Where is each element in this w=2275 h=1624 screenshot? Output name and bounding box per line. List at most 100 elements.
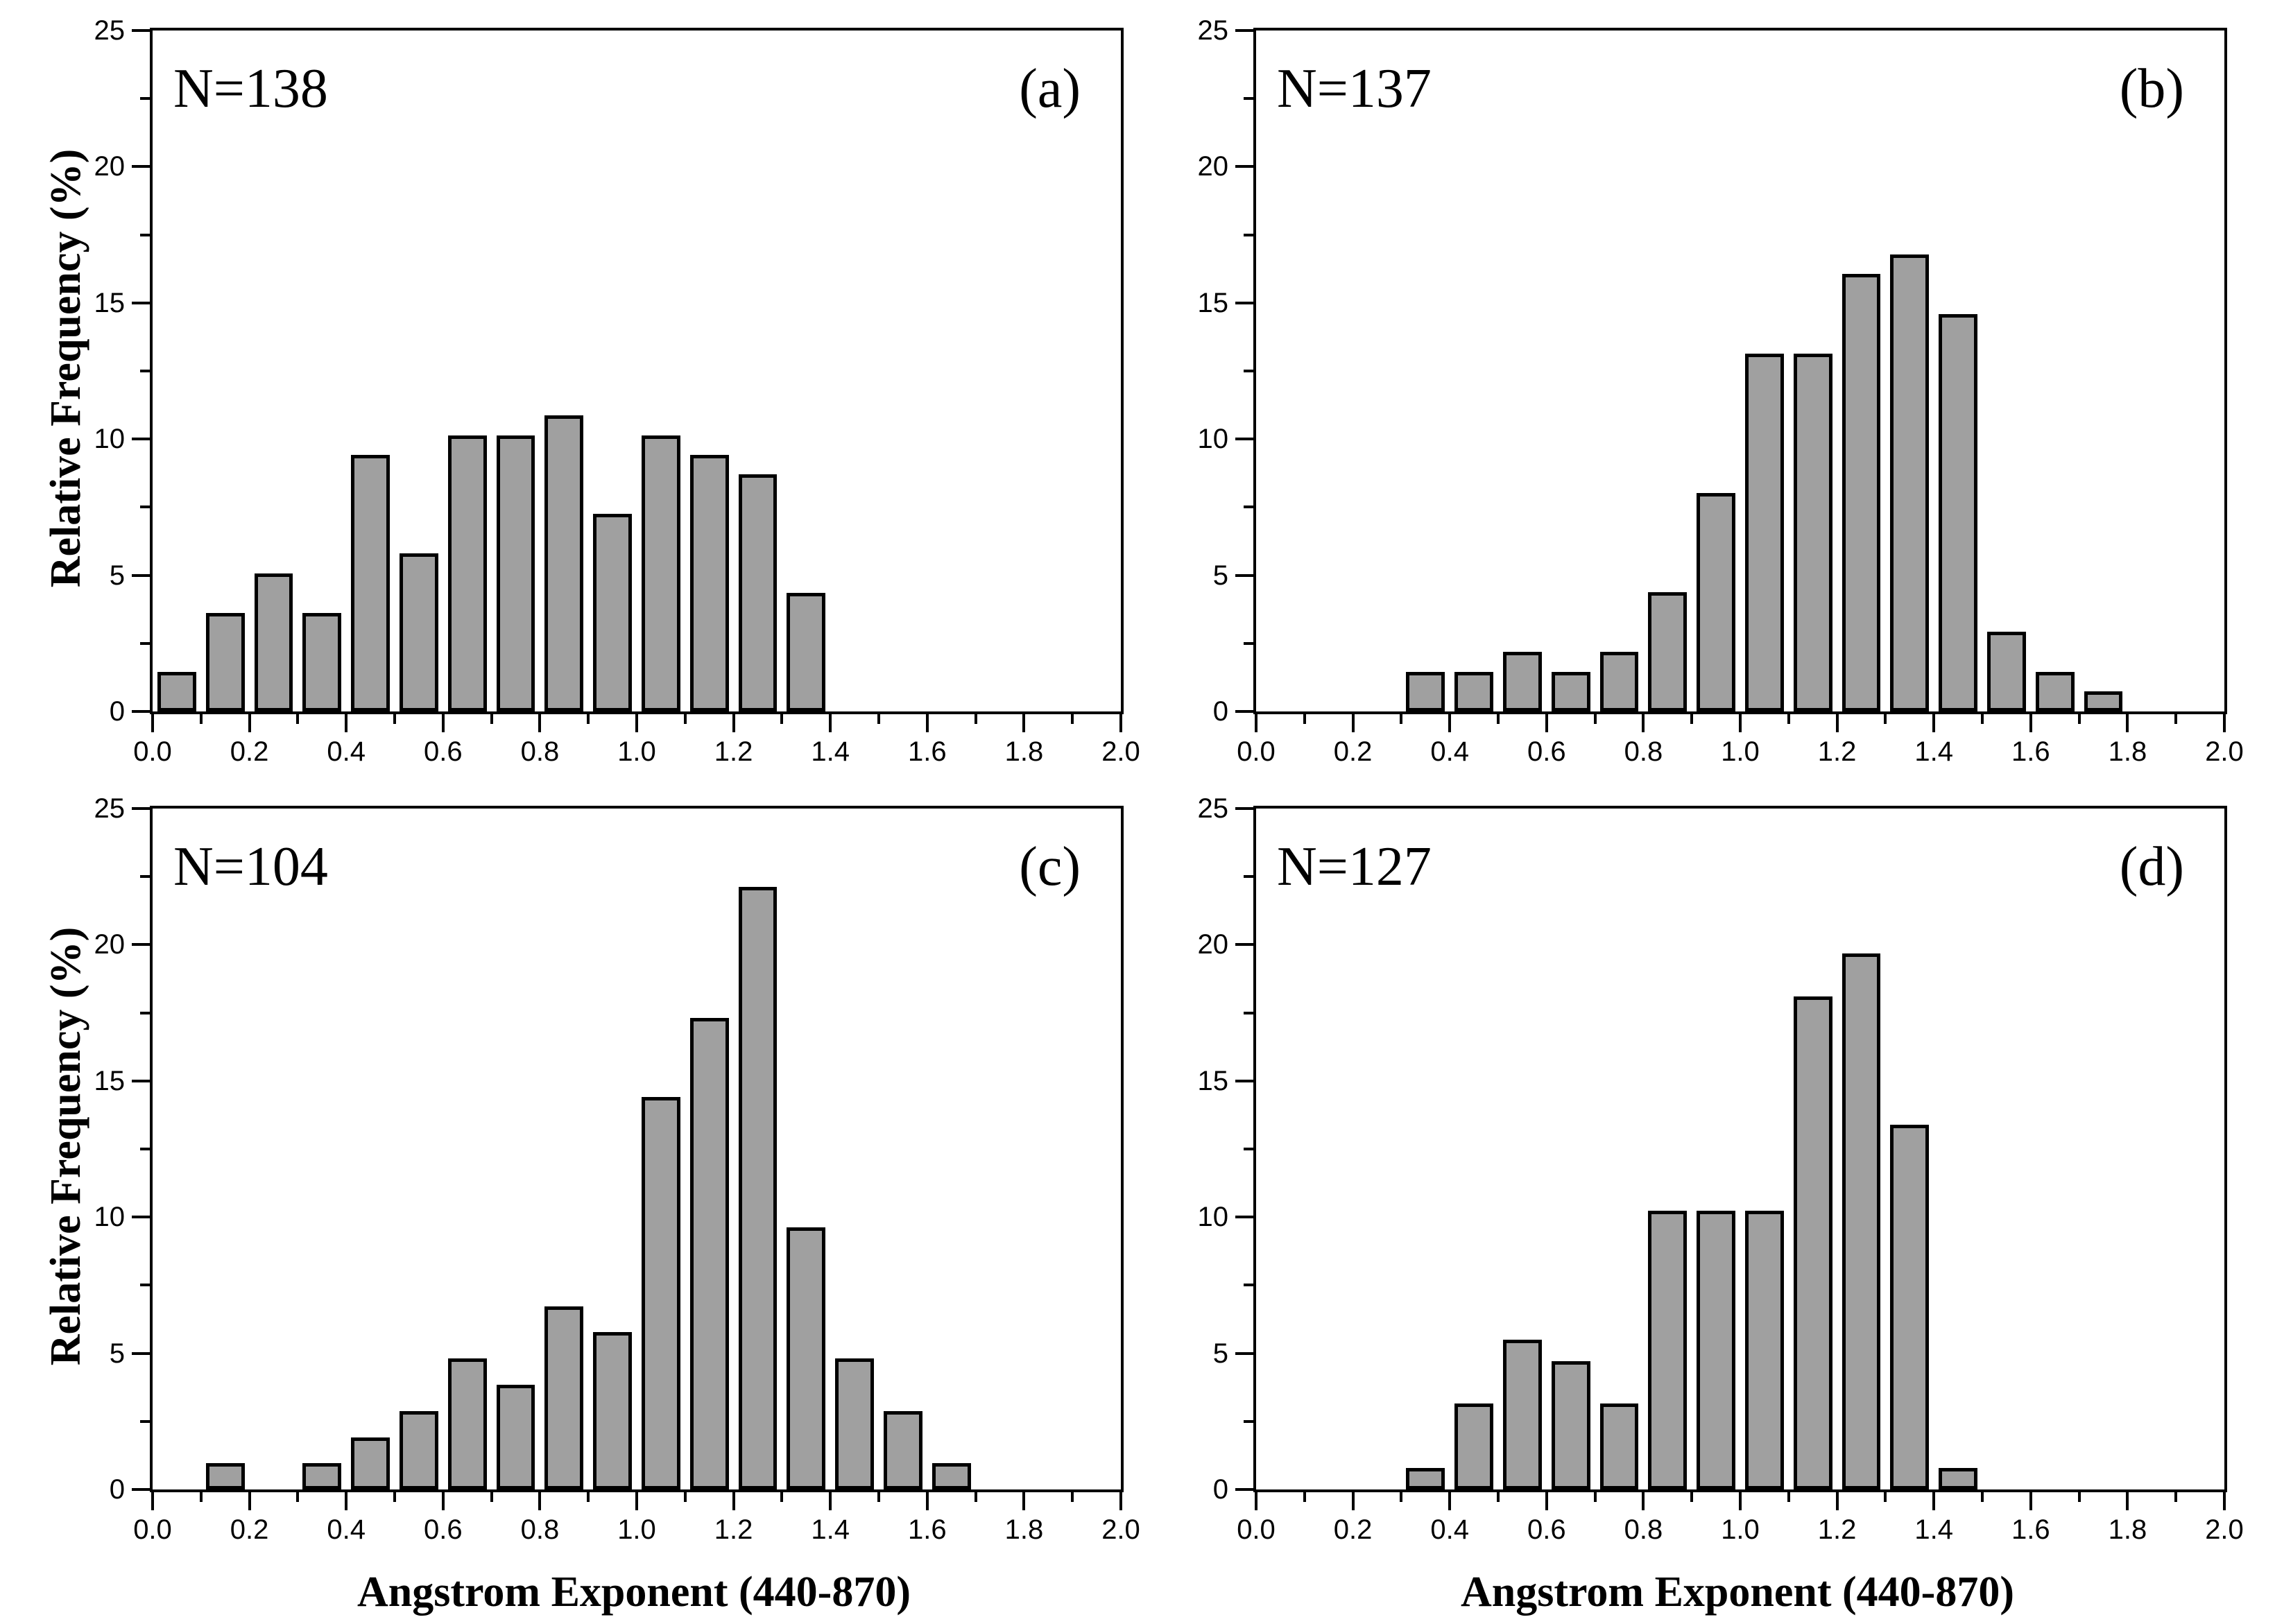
y-axis-minor-tick [1244, 97, 1253, 101]
histogram-bar [1697, 1210, 1735, 1489]
histogram-bar [1551, 671, 1590, 711]
x-tick-label: 0.0 [133, 736, 172, 767]
y-axis-minor-tick [1244, 641, 1253, 645]
x-axis-minor-tick [199, 1492, 203, 1502]
x-axis-major-tick [1739, 714, 1742, 732]
y-tick-label: 25 [94, 793, 126, 824]
y-tick-label: 10 [1197, 1202, 1229, 1233]
x-axis-major-tick [538, 1492, 542, 1510]
y-tick-label: 0 [109, 1474, 125, 1505]
plot-area-b: 0.0 0.2 0.4 0.6 0.8 1.0 1.2 1.4 1.6 1.8 2.0 0 5 10 15 2… [1198, 15, 2244, 767]
x-axis-major-tick [1255, 714, 1257, 732]
x-tick-label: 0.6 [423, 736, 463, 767]
histogram-bar [302, 612, 342, 711]
x-tick-label: 1.8 [1004, 1514, 1044, 1545]
x-axis-minor-tick [1690, 1492, 1694, 1502]
x-axis-major-tick [2126, 1492, 2129, 1510]
histogram-bar [496, 435, 535, 711]
x-axis-minor-tick [1303, 714, 1306, 724]
x-tick-label: 2.0 [1101, 736, 1140, 767]
x-axis-major-tick [345, 714, 348, 732]
x-axis-major-tick [538, 714, 542, 732]
histogram-bar [738, 887, 778, 1489]
x-axis-minor-tick [587, 714, 590, 724]
x-axis-major-tick [151, 1492, 154, 1510]
x-axis-minor-tick [2077, 714, 2081, 724]
y-axis-minor-tick [140, 1148, 150, 1150]
x-tick-label: 1.0 [1721, 1514, 1760, 1545]
x-axis-title: Angstrom Exponent (440-870) [1461, 1569, 2014, 1616]
histogram-bar [544, 415, 584, 711]
y-axis-major-tick [132, 438, 150, 441]
y-axis-minor-tick [1244, 1419, 1253, 1423]
histogram-bar [883, 1410, 922, 1489]
x-axis-major-tick [441, 1492, 445, 1510]
x-tick-label: 1.0 [617, 1514, 656, 1545]
y-tick-label: 5 [109, 1338, 125, 1369]
x-tick-label: 0.2 [1333, 736, 1373, 767]
x-axis-minor-tick [199, 714, 203, 724]
x-tick-label: 0.2 [230, 1514, 269, 1545]
x-axis-minor-tick [2174, 1492, 2178, 1502]
histogram-bar [1502, 651, 1542, 711]
x-axis-major-tick [1642, 714, 1645, 732]
y-tick-label: 10 [94, 424, 126, 455]
x-axis-minor-tick [2077, 1492, 2081, 1502]
plot-area-d: 0.0 0.2 0.4 0.6 0.8 1.0 1.2 1.4 1.6 1.8 2.0 0 5 10 15 2… [1198, 793, 2244, 1545]
panel-letter-label: (d) [2119, 836, 2184, 897]
x-tick-label: 0.6 [1527, 736, 1566, 767]
y-axis-major-tick [132, 1079, 150, 1082]
x-axis-major-tick [1255, 1492, 1257, 1510]
histogram-bar [544, 1306, 584, 1489]
y-axis-major-tick [1235, 165, 1253, 169]
y-axis-major-tick [1235, 1351, 1253, 1355]
x-axis-major-tick [1351, 714, 1355, 732]
x-tick-label: 1.6 [907, 736, 947, 767]
x-axis-major-tick [2223, 714, 2226, 732]
x-axis-major-tick [1448, 1492, 1452, 1510]
x-axis-minor-tick [587, 1492, 590, 1502]
x-axis-major-tick [345, 1492, 348, 1510]
x-axis-minor-tick [780, 1492, 784, 1502]
x-tick-label: 1.4 [811, 1514, 850, 1545]
x-axis-minor-tick [1787, 714, 1790, 724]
y-axis-major-tick [1235, 710, 1253, 713]
y-axis-minor-tick [140, 1011, 150, 1014]
y-axis-major-tick [1235, 1488, 1253, 1491]
y-axis-major-tick [1235, 573, 1253, 577]
panel-letter-label: (b) [2119, 58, 2184, 119]
y-tick-label: 15 [94, 287, 126, 318]
x-tick-label: 1.2 [1817, 1514, 1857, 1545]
y-axis-title: Relative Frequency (%) [42, 926, 89, 1366]
x-axis-major-tick [441, 714, 445, 732]
histogram-bar [1502, 1339, 1542, 1489]
y-axis-major-tick [132, 301, 150, 304]
histogram-bar [1599, 651, 1639, 711]
histogram-bar [835, 1358, 874, 1489]
y-axis-minor-tick [140, 233, 150, 236]
y-axis-minor-tick [140, 1284, 150, 1287]
y-axis-minor-tick [140, 641, 150, 645]
x-axis-minor-tick [1497, 1492, 1500, 1502]
x-axis-major-tick [1739, 1492, 1742, 1510]
histogram-bar [205, 612, 245, 711]
x-axis-major-tick [1448, 714, 1452, 732]
histogram-bar [1454, 1403, 1493, 1489]
histogram-bar [2035, 671, 2075, 711]
y-axis-minor-tick [1244, 233, 1253, 236]
histogram-bar [1842, 953, 1881, 1489]
histogram-bar [1551, 1360, 1590, 1489]
x-axis-major-tick [1351, 1492, 1355, 1510]
y-tick-label: 0 [1212, 696, 1228, 727]
histogram-bar [1986, 632, 2026, 711]
x-tick-label: 1.6 [907, 1514, 947, 1545]
y-axis-minor-tick [1244, 506, 1253, 509]
x-tick-label: 2.0 [2205, 1514, 2244, 1545]
x-axis-major-tick [2029, 1492, 2032, 1510]
sample-size-label: N=138 [173, 58, 328, 119]
x-axis-minor-tick [780, 714, 784, 724]
x-axis-minor-tick [2174, 714, 2178, 724]
x-axis-major-tick [1835, 1492, 1839, 1510]
x-tick-label: 0.0 [1237, 736, 1276, 767]
